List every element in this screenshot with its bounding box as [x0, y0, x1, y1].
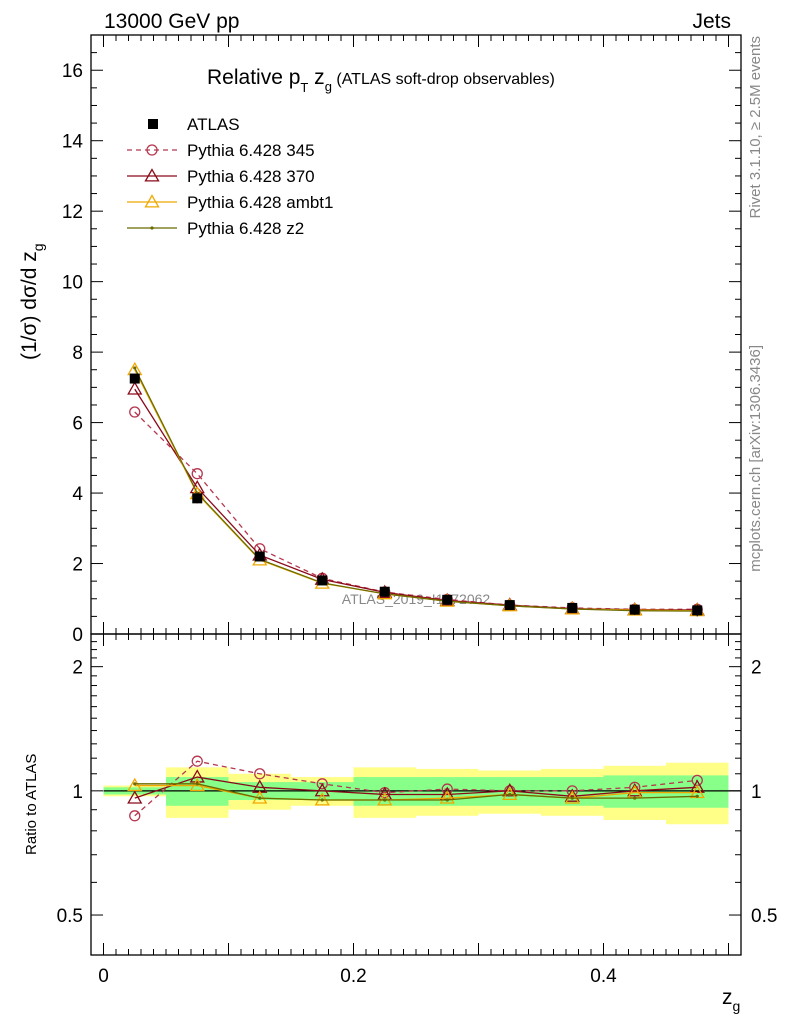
legend: ATLAS Pythia 6.428 345 Pythia 6.428 370 Pyt…	[127, 115, 333, 238]
x-tick-label: 0	[98, 966, 109, 987]
x-axis-label-main: z	[722, 986, 733, 1009]
series-point-pythia-6-428-z2	[133, 366, 137, 370]
legend-marker-atlas	[148, 119, 158, 129]
main-y-tick-label: 10	[62, 273, 83, 294]
legend-marker-pythia-6-428-ambt1	[144, 194, 160, 208]
ratio-point-pythia-6-428-z2	[445, 798, 449, 802]
plot-title-sub-t: T	[300, 80, 308, 95]
data-point-atlas	[442, 594, 453, 605]
ratio-line-pythia-6-428-370	[134, 776, 698, 799]
legend-label-atlas: ATLAS	[187, 115, 240, 134]
plot-title-main: Relative p	[207, 66, 300, 89]
x-tick-label: 0.4	[590, 966, 617, 987]
ratio-point-pythia-6-428-345	[254, 768, 266, 780]
ratio-point-pythia-6-428-z2	[195, 782, 199, 786]
legend-marker-pythia-6-428-370	[144, 168, 160, 182]
legend-label-pythia-6-428-345: Pythia 6.428 345	[187, 141, 315, 160]
ratio-point-pythia-6-428-z2	[633, 796, 637, 800]
series-line-pythia-6-428-z2	[134, 367, 698, 612]
data-point-atlas	[317, 575, 328, 586]
ratio-y-tick-label-right: 1	[751, 782, 762, 803]
x-axis-label-sub: g	[733, 998, 741, 1014]
header-energy-label: 13000 GeV pp	[104, 10, 239, 33]
plot-title-sub-g: g	[325, 79, 332, 94]
y-axis-label-sub: g	[30, 243, 46, 251]
main-y-tick-label: 0	[72, 625, 83, 646]
ratio-y-tick-label: 1	[72, 782, 83, 803]
ratio-point-pythia-6-428-z2	[133, 782, 137, 786]
ratio-line-pythia-6-428-ambt1	[134, 784, 698, 801]
analysis-watermark: ATLAS_2019_I1772062	[342, 591, 491, 607]
main-y-tick-label: 2	[72, 555, 83, 576]
data-point-atlas	[692, 605, 703, 616]
ratio-point-pythia-6-428-z2	[570, 796, 574, 800]
plot-title-mid: z	[308, 66, 324, 89]
ratio-point-pythia-6-428-z2	[508, 792, 512, 797]
y-axis-label: (1/σ) dσ/d zg	[18, 243, 46, 360]
ratio-point-pythia-6-428-345	[129, 810, 141, 822]
series-point-pythia-6-428-345	[191, 468, 203, 480]
x-axis-label: zg	[722, 986, 740, 1014]
ratio-y-tick-label-right: 0.5	[751, 906, 777, 927]
main-y-tick-label: 12	[62, 202, 83, 223]
rivet-version-label: Rivet 3.1.10, ≥ 2.5M events	[747, 36, 764, 219]
data-point-atlas	[629, 604, 640, 615]
plot-title-rest: (ATLAS soft-drop observables)	[332, 71, 555, 88]
data-point-atlas	[567, 602, 578, 613]
header-process-label: Jets	[692, 10, 731, 33]
main-y-tick-label: 14	[62, 132, 84, 153]
ratio-point-pythia-6-428-z2	[695, 794, 699, 798]
ratio-point-pythia-6-428-370	[189, 769, 205, 783]
main-y-tick-label: 8	[72, 343, 83, 364]
ratio-point-pythia-6-428-ambt1	[377, 792, 393, 806]
ratio-point-pythia-6-428-370	[314, 783, 330, 797]
legend-label-pythia-6-428-370: Pythia 6.428 370	[187, 167, 315, 186]
series-point-pythia-6-428-345	[129, 406, 141, 418]
series-line-pythia-6-428-ambt1	[134, 369, 698, 612]
ratio-point-pythia-6-428-z2	[383, 798, 387, 802]
ratio-point-pythia-6-428-ambt1	[314, 792, 330, 806]
series-line-pythia-6-428-345	[134, 411, 698, 610]
main-y-tick-label: 4	[72, 484, 83, 505]
y-axis-label-main: (1/σ) dσ/d z	[18, 251, 41, 360]
ratio-point-pythia-6-428-370	[627, 783, 643, 797]
ratio-point-pythia-6-428-ambt1	[127, 777, 143, 792]
data-point-atlas	[192, 493, 203, 504]
main-y-tick-label: 16	[62, 61, 83, 82]
data-series	[127, 361, 705, 822]
ratio-y-axis-label: Ratio to ATLAS	[23, 754, 40, 855]
ratio-uncertainty-bands	[103, 762, 741, 825]
data-point-atlas	[129, 373, 140, 384]
legend-marker-pythia-6-428-345	[146, 144, 158, 156]
plot-title: Relative pT zg (ATLAS soft-drop observab…	[207, 66, 555, 95]
x-tick-label: 0.2	[340, 966, 366, 987]
ratio-point-pythia-6-428-z2	[320, 798, 324, 802]
ratio-point-pythia-6-428-345	[191, 755, 203, 767]
mcplots-label: mcplots.cern.ch [arXiv:1306.3436]	[747, 345, 764, 572]
legend-marker-pythia-6-428-z2	[150, 226, 154, 230]
ratio-point-pythia-6-428-345	[316, 778, 328, 790]
data-point-atlas	[379, 586, 390, 597]
ratio-y-tick-label: 2	[72, 658, 83, 679]
legend-label-pythia-6-428-ambt1: Pythia 6.428 ambt1	[187, 193, 333, 212]
ratio-y-tick-label-right: 2	[751, 658, 762, 679]
ratio-point-pythia-6-428-370	[564, 788, 580, 802]
ratio-line-pythia-6-428-z2	[134, 783, 698, 801]
data-point-atlas	[504, 600, 515, 611]
main-y-tick-label: 6	[72, 414, 83, 435]
ratio-point-pythia-6-428-ambt1	[502, 786, 518, 800]
data-point-atlas	[254, 551, 265, 562]
ratio-point-pythia-6-428-z2	[258, 796, 262, 800]
ratio-y-tick-label: 0.5	[57, 906, 83, 927]
legend-label-pythia-6-428-z2: Pythia 6.428 z2	[187, 219, 304, 238]
ratio-inner-band	[603, 775, 666, 808]
series-point-pythia-6-428-370	[127, 381, 143, 395]
ratio-point-pythia-6-428-ambt1	[439, 790, 455, 804]
ratio-point-pythia-6-428-370	[127, 790, 143, 804]
